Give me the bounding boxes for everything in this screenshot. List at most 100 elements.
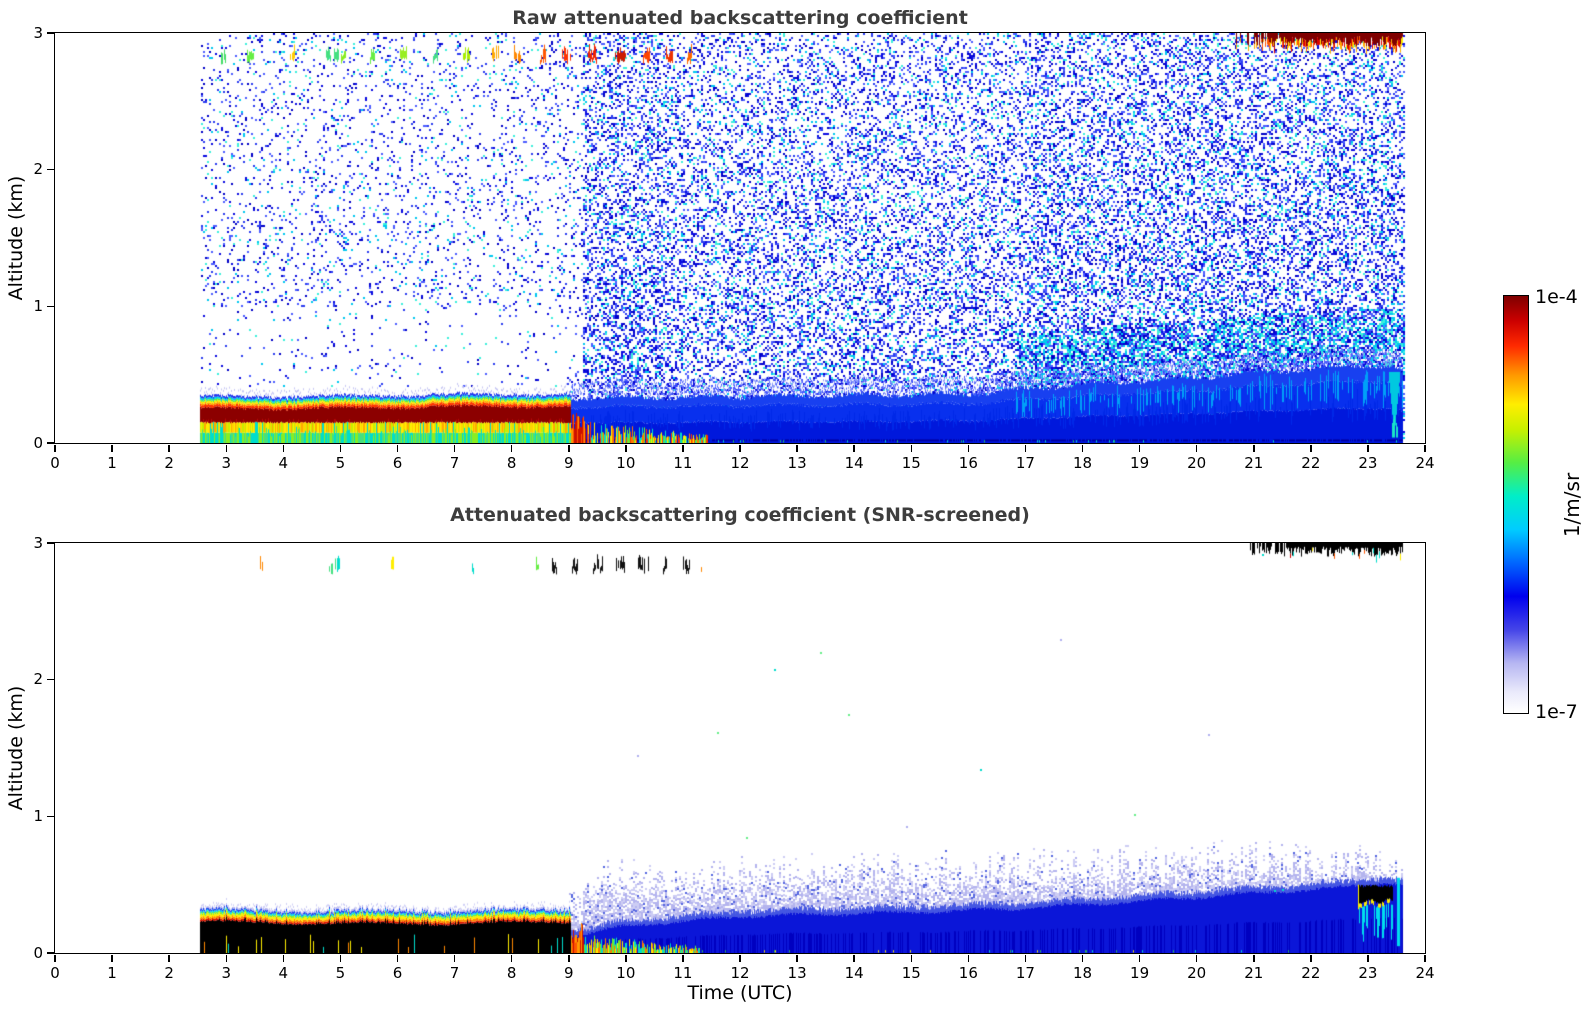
x-tick	[796, 954, 798, 962]
x-tick-label: 0	[50, 964, 60, 982]
x-tick-label: 14	[844, 454, 864, 472]
x-tick	[967, 444, 970, 452]
x-tick-label: 18	[1072, 454, 1093, 472]
x-tick	[1195, 444, 1198, 452]
x-tick	[1253, 444, 1255, 452]
x-tick	[168, 954, 170, 962]
x-tick	[396, 444, 399, 452]
bottom-y-axis-label: Altitude (km)	[5, 685, 27, 811]
x-tick	[111, 954, 113, 962]
x-tick	[396, 954, 399, 962]
top-y-axis-label: Altitude (km)	[5, 175, 27, 301]
x-tick-label: 9	[563, 964, 574, 982]
x-tick-label: 14	[844, 964, 864, 982]
x-tick-label: 7	[449, 964, 460, 982]
x-tick	[796, 444, 798, 452]
x-tick-label: 1	[107, 964, 117, 982]
y-tick-label: 1	[33, 296, 43, 315]
x-tick-label: 17	[1015, 964, 1035, 982]
x-tick-label: 16	[958, 964, 978, 982]
x-tick-label: 12	[730, 964, 750, 982]
x-tick-label: 5	[335, 964, 346, 982]
x-tick	[967, 954, 970, 962]
x-tick-label: 23	[1358, 964, 1378, 982]
x-tick	[1367, 444, 1369, 452]
y-tick-label: 2	[33, 160, 43, 179]
x-tick-label: 8	[506, 964, 517, 982]
x-tick-label: 17	[1015, 454, 1035, 472]
colorbar-units-label: 1/m/sr	[1560, 472, 1584, 538]
x-tick-label: 19	[1130, 964, 1150, 982]
x-tick	[1310, 954, 1312, 962]
x-tick	[1310, 444, 1312, 452]
x-tick	[739, 444, 741, 452]
y-tick	[46, 542, 54, 544]
x-tick-label: 19	[1130, 454, 1150, 472]
y-tick	[46, 815, 54, 818]
x-tick	[853, 954, 855, 962]
y-tick-label: 0	[33, 943, 43, 962]
x-tick-label: 20	[1187, 964, 1207, 982]
x-tick-label: 15	[901, 964, 921, 982]
x-tick-label: 11	[673, 454, 693, 472]
x-tick	[282, 954, 285, 962]
x-tick	[1195, 954, 1198, 962]
top-heatmap-canvas	[54, 32, 1425, 443]
x-tick-label: 21	[1244, 964, 1264, 982]
x-tick-label: 4	[278, 964, 289, 982]
y-tick	[46, 678, 54, 681]
x-tick	[510, 444, 513, 452]
x-tick	[853, 444, 855, 452]
x-tick-label: 24	[1415, 964, 1435, 982]
x-tick	[54, 954, 56, 962]
bottom-panel-title: Attenuated backscattering coefficient (S…	[450, 504, 1030, 526]
x-tick	[910, 954, 912, 962]
colorbar	[1503, 295, 1529, 714]
y-tick-label: 3	[33, 23, 43, 42]
x-tick	[568, 954, 570, 962]
y-tick-label: 0	[33, 433, 43, 452]
y-tick	[46, 442, 54, 444]
x-tick	[339, 954, 342, 962]
y-tick	[46, 32, 54, 34]
x-tick	[1138, 954, 1141, 962]
x-tick	[54, 444, 56, 452]
top-heatmap-panel	[53, 31, 1426, 444]
colorbar-max-label: 1e-4	[1535, 286, 1578, 308]
x-tick-label: 24	[1415, 454, 1435, 472]
colorbar-min-label: 1e-7	[1535, 701, 1578, 723]
x-tick-label: 21	[1244, 454, 1264, 472]
x-tick-label: 16	[958, 454, 978, 472]
x-tick-label: 9	[563, 454, 574, 472]
y-tick-label: 3	[33, 533, 43, 552]
x-tick	[1081, 954, 1084, 962]
x-tick	[453, 444, 456, 452]
x-tick	[625, 444, 627, 452]
x-tick-label: 3	[221, 454, 232, 472]
x-axis-label: Time (UTC)	[687, 982, 793, 1004]
x-tick-label: 6	[392, 454, 403, 472]
y-tick	[46, 168, 54, 171]
x-tick	[168, 444, 170, 452]
x-tick-label: 22	[1301, 964, 1321, 982]
x-tick	[625, 954, 627, 962]
x-tick-label: 20	[1187, 454, 1207, 472]
x-tick-label: 13	[787, 964, 807, 982]
x-tick-label: 11	[673, 964, 693, 982]
x-tick	[1024, 444, 1027, 452]
top-panel-title: Raw attenuated backscattering coefficien…	[512, 7, 968, 29]
x-tick-label: 10	[616, 454, 636, 472]
x-tick	[339, 444, 342, 452]
x-tick	[453, 954, 456, 962]
x-tick-label: 1	[107, 454, 117, 472]
x-tick	[1367, 954, 1369, 962]
x-tick-label: 6	[392, 964, 403, 982]
x-tick	[111, 444, 113, 452]
x-tick-label: 8	[506, 454, 517, 472]
x-tick	[282, 444, 285, 452]
y-tick-label: 2	[33, 670, 43, 689]
x-tick-label: 10	[616, 964, 636, 982]
x-tick-label: 0	[50, 454, 60, 472]
y-tick-label: 1	[33, 806, 43, 825]
